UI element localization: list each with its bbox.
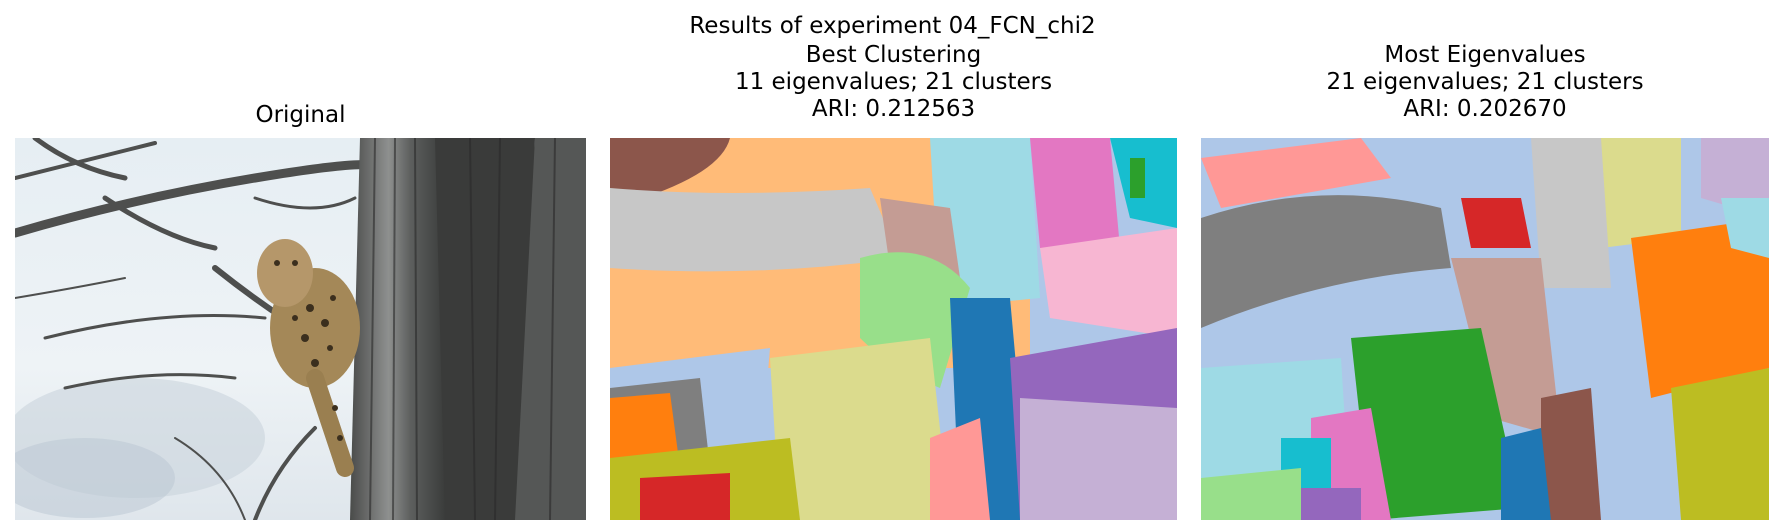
original-image xyxy=(15,138,586,520)
panel-subtitle-ari: ARI: 0.202670 xyxy=(1403,96,1567,122)
figure-suptitle: Results of experiment 04_FCN_chi2 xyxy=(689,13,1096,39)
panel-subtitle-eigenvalues-clusters: 11 eigenvalues; 21 clusters xyxy=(734,69,1053,95)
most-eigenvalues-segmentation xyxy=(1201,138,1769,520)
panel-subtitle-ari: ARI: 0.212563 xyxy=(811,96,976,122)
panel-title-most-eigenvalues: Most Eigenvalues xyxy=(1384,42,1586,68)
best-clustering-segmentation xyxy=(610,138,1177,520)
panel-title-best-clustering: Best Clustering xyxy=(805,42,982,68)
panel-subtitle-eigenvalues-clusters: 21 eigenvalues; 21 clusters xyxy=(1326,69,1644,95)
panel-title-original: Original xyxy=(255,102,346,128)
